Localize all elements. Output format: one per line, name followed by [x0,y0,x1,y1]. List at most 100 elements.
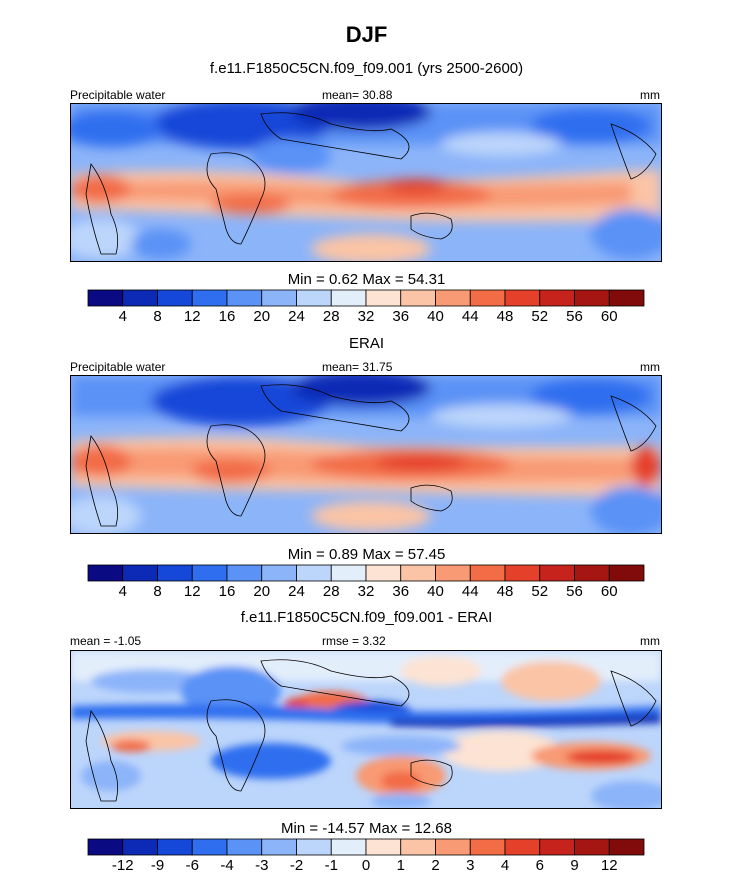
colorbar-swatch [191,564,228,582]
colorbar-tick-label: -2 [289,857,304,874]
colorbar-swatch [296,289,332,307]
panel2-title: ERAI [348,335,384,352]
colorbar-swatch [435,289,471,307]
colorbar-swatch [365,289,402,307]
colorbar-swatch [330,289,367,307]
figure-subtitle: f.e11.F1850C5CN.f09_f09.001 (yrs 2500-26… [209,60,524,77]
colorbar-tick-label: 2 [431,857,440,874]
colorbar-tick-label: 6 [535,857,544,874]
colorbar-swatch [365,838,402,856]
colorbar-swatch [226,564,263,582]
colorbar-swatch [504,289,541,307]
colorbar-swatch [296,838,332,856]
colorbar-tick-label: 4 [500,857,510,874]
colorbar-swatch [435,838,471,856]
colorbar-tick-label: 1 [396,857,405,874]
panel3-colorbar-labels: -12 -9 -6 -4 -3 -2 -1 0 1 2 3 4 6 9 12 [88,857,644,875]
panel2-left-label: Precipitable water [70,360,166,374]
colorbar-swatch [365,564,402,582]
colorbar-swatch [435,564,471,582]
colorbar-swatch [504,838,541,856]
colorbar-tick-label: 16 [218,308,236,325]
colorbar-tick-label: 28 [322,583,340,600]
panel2-minmax: Min = 0.89 Max = 57.45 [287,546,446,563]
panel2-colorbar-svg [87,564,645,582]
colorbar-swatch [608,289,645,307]
panel1-mean-label: mean= 30.88 [322,88,393,102]
colorbar-swatch [226,289,263,307]
colorbar-swatch [574,289,610,307]
panel3-units-label: mm [640,634,660,648]
colorbar-tick-label: 32 [357,583,375,600]
colorbar-swatch [469,838,506,856]
colorbar-swatch [330,564,367,582]
panel2-colorbar-labels: 4 8 12 16 20 24 28 32 36 40 44 48 52 56 60 [88,583,644,601]
colorbar-swatch [539,838,575,856]
colorbar-swatch [504,564,541,582]
colorbar-tick-label: 24 [288,583,305,600]
colorbar-swatch [330,838,367,856]
colorbar-swatch [469,564,506,582]
colorbar-swatch [122,838,158,856]
colorbar-tick-label: 52 [531,583,549,600]
colorbar-tick-label: -9 [150,857,165,874]
colorbar-tick-label: 12 [600,857,618,874]
panel1-left-label: Precipitable water [70,88,166,102]
colorbar-swatch [296,564,332,582]
colorbar-tick-label: 36 [392,308,410,325]
colorbar-swatch [157,289,193,307]
panel3-rmse-label: rmse = 3.32 [322,634,386,648]
colorbar-tick-label: 20 [253,583,271,600]
colorbar-tick-label: 16 [218,583,236,600]
colorbar-swatch [122,564,158,582]
colorbar-swatch [539,564,575,582]
colorbar-swatch [400,289,436,307]
colorbar-tick-label: 44 [461,583,479,600]
panel1-colorbar-labels: 4 8 12 16 20 24 28 32 36 40 44 48 52 56 60 [88,308,644,326]
colorbar-swatch [608,564,645,582]
colorbar-swatch [574,838,610,856]
colorbar-swatch [157,564,193,582]
colorbar-swatch [400,838,436,856]
panel3-mean-label: mean = -1.05 [70,634,142,648]
figure-title: DJF [345,22,388,47]
colorbar-tick-label: 60 [600,308,618,325]
colorbar-swatch [539,289,575,307]
colorbar-swatch [400,564,436,582]
colorbar-swatch [87,289,124,307]
panel1-units-label: mm [640,88,660,102]
colorbar-tick-label: 56 [566,583,583,600]
colorbar-tick-label: 36 [392,583,410,600]
colorbar-swatch [191,289,228,307]
colorbar-tick-label: 24 [288,308,305,325]
colorbar-tick-label: 0 [361,857,371,874]
panel1-map [70,103,662,262]
colorbar-swatch [226,838,263,856]
colorbar-swatch [469,289,506,307]
colorbar-tick-label: 12 [183,308,201,325]
panel1-colorbar-svg [87,289,645,307]
colorbar-tick-label: -12 [111,857,134,874]
colorbar-swatch [261,838,297,856]
colorbar-tick-label: 8 [153,583,162,600]
colorbar-swatch [87,564,124,582]
panel3-colorbar-svg [87,838,645,856]
colorbar-tick-label: 40 [427,583,444,600]
colorbar-tick-label: -1 [324,857,338,874]
colorbar-swatch [87,838,124,856]
colorbar-swatch [574,564,610,582]
colorbar-swatch [157,838,193,856]
colorbar-tick-label: 48 [496,308,514,325]
panel3-minmax: Min = -14.57 Max = 12.68 [281,820,452,837]
colorbar-tick-label: 56 [566,308,583,325]
colorbar-swatch [191,838,228,856]
panel2-units-label: mm [640,360,660,374]
panel3-title: f.e11.F1850C5CN.f09_f09.001 - ERAI [240,609,493,626]
panel1-minmax: Min = 0.62 Max = 54.31 [287,271,446,288]
colorbar-tick-label: -3 [255,857,269,874]
colorbar-tick-label: 3 [466,857,475,874]
panel3-map [70,650,662,809]
panel3-colorbar [87,838,645,856]
colorbar-tick-label: 40 [427,308,444,325]
colorbar-tick-label: 44 [461,308,479,325]
